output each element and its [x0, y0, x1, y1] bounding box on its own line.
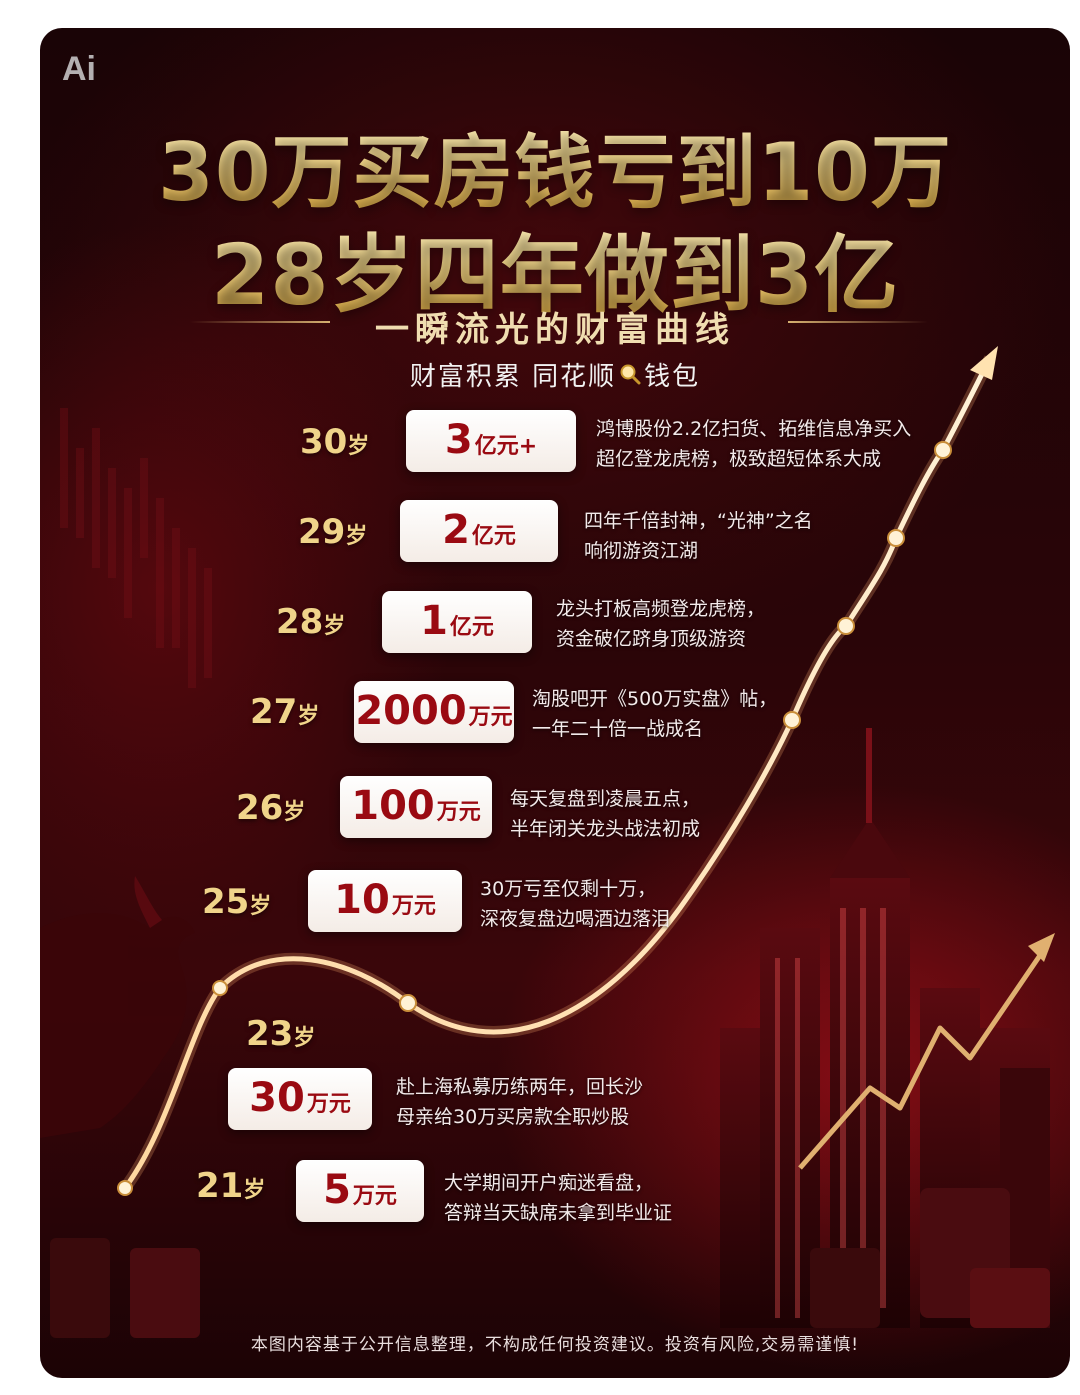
age-label: 28岁	[276, 602, 346, 642]
poster: Ai 30万买房钱亏到10万 28岁四年做到3亿 一瞬流光的财富曲线 财富积累 …	[40, 28, 1070, 1378]
age-label: 30岁	[300, 422, 370, 462]
amount-badge: 2000 万元	[354, 681, 514, 743]
milestone-description: 大学期间开户痴迷看盘， 答辩当天缺席未拿到毕业证	[444, 1172, 673, 1224]
background-art	[40, 346, 1055, 1338]
tagline: 财富积累 同花顺 钱包	[40, 356, 1070, 393]
age-label: 27岁	[250, 692, 320, 732]
coin-stacks	[50, 1188, 1050, 1338]
amount-badge: 1 亿元	[382, 591, 532, 653]
age-label: 26岁	[236, 788, 306, 828]
tagline-text-after: 钱包	[644, 362, 701, 392]
amount-badge: 5 万元	[296, 1160, 424, 1222]
milestone-description: 龙头打板高频登龙虎榜， 资金破亿跻身顶级游资	[556, 598, 766, 650]
amount-badge: 3 亿元+	[406, 410, 576, 472]
subtitle: 一瞬流光的财富曲线	[375, 310, 735, 350]
age-label: 23岁	[246, 1014, 316, 1054]
magnifier-icon	[618, 362, 642, 393]
ai-logo: Ai	[62, 50, 96, 88]
age-label: 25岁	[202, 882, 272, 922]
amount-badge: 10 万元	[308, 870, 462, 932]
divider-left	[190, 321, 330, 323]
bull-silhouette	[40, 876, 195, 1138]
candlestick-decoration	[60, 408, 212, 688]
disclaimer: 本图内容基于公开信息整理，不构成任何投资建议。投资有风险,交易需谨慎!	[250, 1335, 860, 1355]
milestone-description: 30万亏至仅剩十万， 深夜复盘边喝酒边落泪	[480, 878, 671, 930]
tagline-text-before: 财富积累 同花顺	[409, 362, 617, 392]
amount-badge: 30 万元	[228, 1068, 372, 1130]
milestone-description: 赴上海私募历练两年，回长沙 母亲给30万买房款全职炒股	[396, 1076, 644, 1128]
growth-arrow-icon	[798, 933, 1055, 1170]
milestone-description: 淘股吧开《500万实盘》帖， 一年二十倍一战成名	[532, 688, 778, 740]
amount-badge: 100 万元	[340, 776, 492, 838]
age-label: 21岁	[196, 1166, 266, 1206]
milestone-description: 鸿博股份2.2亿扫货、拓维信息净买入 超亿登龙虎榜，极致超短体系大成	[596, 418, 912, 470]
milestone-description: 每天复盘到凌晨五点， 半年闭关龙头战法初成	[510, 788, 701, 840]
title-line2: 28岁四年做到3亿	[40, 208, 1070, 329]
milestone-description: 四年千倍封神，“光神”之名 响彻游资江湖	[584, 510, 813, 562]
wealth-curve	[117, 346, 998, 1196]
age-label: 29岁	[298, 512, 368, 552]
amount-badge: 2 亿元	[400, 500, 558, 562]
divider-right	[788, 321, 928, 323]
title-line1: 30万买房钱亏到10万	[40, 108, 1070, 224]
